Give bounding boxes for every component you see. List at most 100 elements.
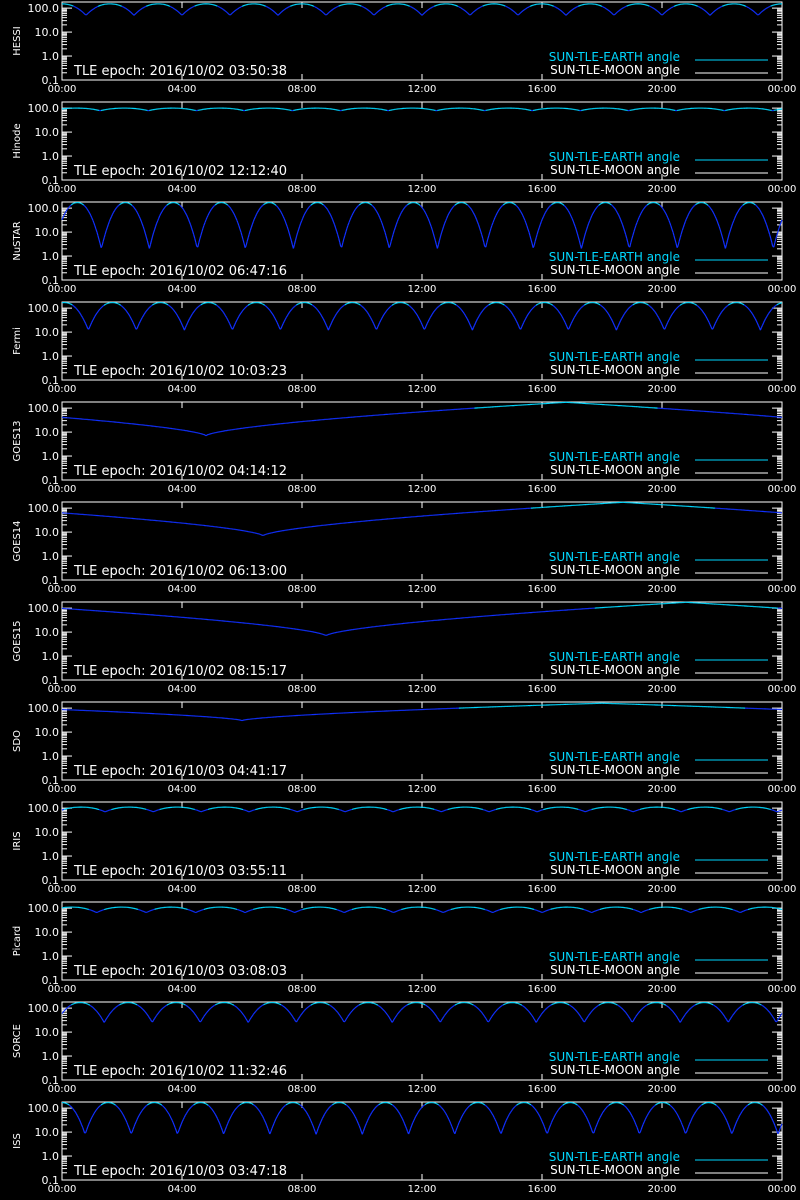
x-tick-label: 00:00 — [768, 184, 797, 195]
x-tick-label: 16:00 — [528, 384, 557, 395]
satellite-name: Picard — [12, 926, 23, 957]
x-tick-label: 12:00 — [408, 584, 437, 595]
y-tick-label: 100.0 — [28, 102, 60, 115]
y-tick-label: 0.1 — [42, 374, 60, 387]
y-tick-label: 100.0 — [28, 802, 60, 815]
x-tick-label: 04:00 — [168, 1084, 197, 1095]
tle-epoch-text: TLE epoch: 2016/10/03 03:47:18 — [73, 1164, 287, 1179]
minor-y-ticks — [62, 308, 782, 374]
y-tick-label: 100.0 — [28, 2, 60, 15]
y-tick-label: 10.0 — [35, 1126, 60, 1139]
legend-moon-label: SUN-TLE-MOON angle — [550, 1163, 680, 1177]
legend-earth-label: SUN-TLE-EARTH angle — [549, 50, 680, 64]
y-tick-label: 0.1 — [42, 274, 60, 287]
x-tick-label: 12:00 — [408, 1184, 437, 1195]
y-tick-label: 10.0 — [35, 326, 60, 339]
x-tick-label: 04:00 — [168, 1184, 197, 1195]
legend-earth-label: SUN-TLE-EARTH angle — [549, 850, 680, 864]
x-tick-label: 00:00 — [48, 84, 77, 95]
y-tick-label: 1.0 — [42, 1150, 60, 1163]
legend-moon-label: SUN-TLE-MOON angle — [550, 963, 680, 977]
y-tick-label: 1.0 — [42, 50, 60, 63]
legend-moon-label: SUN-TLE-MOON angle — [550, 763, 680, 777]
satellite-name: SDO — [12, 730, 23, 752]
x-tick-label: 00:00 — [48, 884, 77, 895]
y-tick-label: 1.0 — [42, 850, 60, 863]
legend-moon-label: SUN-TLE-MOON angle — [550, 863, 680, 877]
x-tick-label: 04:00 — [168, 484, 197, 495]
x-tick-label: 04:00 — [168, 184, 197, 195]
series-line — [61, 906, 783, 914]
x-tick-label: 20:00 — [648, 884, 677, 895]
x-tick-label: 12:00 — [408, 1084, 437, 1095]
x-tick-label: 12:00 — [408, 984, 437, 995]
x-tick-label: 20:00 — [648, 84, 677, 95]
panel-hessi: 0.1 1.0 10.0 100.0 00:00 04:00 08:00 12:00 16:00… — [12, 1, 797, 95]
legend-earth-label: SUN-TLE-EARTH angle — [549, 150, 680, 164]
minor-y-ticks — [62, 908, 782, 974]
legend-earth-label: SUN-TLE-EARTH angle — [549, 1150, 680, 1164]
tle-epoch-text: TLE epoch: 2016/10/02 03:50:38 — [73, 64, 287, 79]
legend-moon-label: SUN-TLE-MOON angle — [550, 563, 680, 577]
panel-iss: 0.1 1.0 10.0 100.0 00:00 04:00 08:00 12:00 16:00… — [12, 1101, 796, 1195]
legend-earth-label: SUN-TLE-EARTH angle — [549, 950, 680, 964]
y-tick-label: 100.0 — [28, 402, 60, 415]
tle-epoch-text: TLE epoch: 2016/10/02 06:13:00 — [73, 564, 287, 579]
legend-earth-label: SUN-TLE-EARTH angle — [549, 650, 680, 664]
x-tick-label: 00:00 — [768, 84, 797, 95]
x-tick-label: 12:00 — [408, 284, 437, 295]
x-tick-label: 00:00 — [48, 1084, 77, 1095]
legend-earth-label: SUN-TLE-EARTH angle — [549, 350, 680, 364]
x-tick-label: 00:00 — [48, 784, 77, 795]
x-tick-label: 12:00 — [408, 884, 437, 895]
x-tick-label: 16:00 — [528, 184, 557, 195]
x-tick-label: 08:00 — [288, 1184, 317, 1195]
y-tick-label: 0.1 — [42, 674, 60, 687]
x-tick-label: 16:00 — [528, 784, 557, 795]
y-tick-label: 10.0 — [35, 926, 60, 939]
satellite-name: GOES13 — [12, 420, 23, 461]
y-tick-label: 1.0 — [42, 250, 60, 263]
minor-y-ticks — [62, 608, 782, 674]
x-tick-label: 08:00 — [288, 1084, 317, 1095]
x-tick-label: 08:00 — [288, 284, 317, 295]
x-tick-label: 20:00 — [648, 584, 677, 595]
x-tick-label: 20:00 — [648, 484, 677, 495]
panel-fermi: 0.1 1.0 10.0 100.0 00:00 04:00 08:00 12:00 16:00… — [12, 301, 796, 395]
x-tick-label: 04:00 — [168, 584, 197, 595]
satellite-name: Hinode — [12, 123, 23, 158]
tle-epoch-text: TLE epoch: 2016/10/03 03:55:11 — [73, 864, 287, 879]
y-tick-label: 0.1 — [42, 1074, 60, 1087]
y-tick-label: 100.0 — [28, 202, 60, 215]
x-tick-label: 20:00 — [648, 184, 677, 195]
y-tick-label: 10.0 — [35, 226, 60, 239]
minor-y-ticks — [62, 108, 782, 174]
satellite-name: SORCE — [12, 1024, 23, 1058]
x-tick-label: 16:00 — [528, 284, 557, 295]
x-tick-label: 00:00 — [48, 984, 77, 995]
x-tick-label: 12:00 — [408, 784, 437, 795]
satellite-name: Fermi — [12, 327, 23, 355]
x-tick-label: 12:00 — [408, 84, 437, 95]
x-tick-label: 08:00 — [288, 784, 317, 795]
x-tick-label: 16:00 — [528, 584, 557, 595]
x-tick-label: 08:00 — [288, 884, 317, 895]
y-tick-label: 1.0 — [42, 150, 60, 163]
y-tick-label: 10.0 — [35, 426, 60, 439]
satellite-name: NuSTAR — [12, 221, 23, 260]
panel-iris: 0.1 1.0 10.0 100.0 00:00 04:00 08:00 12:00 16:00… — [12, 801, 796, 895]
x-tick-label: 16:00 — [528, 1184, 557, 1195]
legend-moon-label: SUN-TLE-MOON angle — [550, 163, 680, 177]
x-tick-label: 00:00 — [768, 284, 797, 295]
y-tick-label: 1.0 — [42, 350, 60, 363]
panel-hinode: 0.1 1.0 10.0 100.0 00:00 04:00 08:00 12:00 16:00… — [12, 101, 797, 195]
y-tick-label: 100.0 — [28, 1102, 60, 1115]
minor-y-ticks — [62, 808, 782, 874]
panel-nustar: 0.1 1.0 10.0 100.0 00:00 04:00 08:00 12:00 16:00… — [12, 201, 797, 295]
